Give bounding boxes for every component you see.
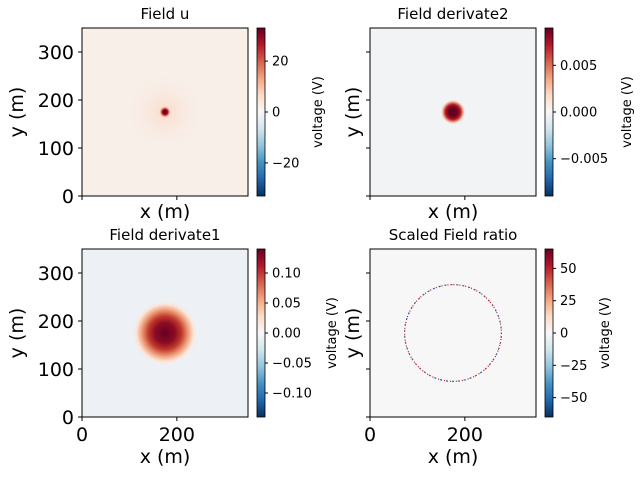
colorbar-tick-label: −0.05 [272, 357, 312, 372]
y-axis-label: y (m) [6, 308, 28, 359]
x-tick-label: 200 [447, 424, 483, 446]
axes-frame [81, 248, 249, 418]
ratio-ring-red [404, 284, 502, 382]
colorbar-tick-label: 20 [272, 55, 289, 70]
y-tick-label: 300 [38, 42, 74, 64]
x-axis-label: x (m) [428, 446, 479, 468]
colorbar-tick-label: −25 [560, 359, 587, 374]
x-axis-label: x (m) [140, 201, 191, 223]
x-tick-label: 0 [364, 424, 376, 446]
y-tick-label: 200 [38, 90, 74, 112]
colorbar-tick-label: 50 [560, 262, 577, 277]
axes-frame [81, 27, 249, 197]
y-tick-label: 0 [62, 407, 74, 429]
colorbar-tick-label: −0.10 [272, 387, 312, 402]
subplot-title: Field derivate1 [109, 226, 220, 244]
heatmap-peak [440, 99, 466, 125]
colorbar-label: voltage (V) [311, 76, 326, 148]
colorbar-label: voltage (V) [620, 76, 635, 148]
axes-frame [369, 27, 537, 197]
colorbar [257, 249, 265, 417]
x-tick-label: 200 [159, 424, 195, 446]
colorbar-tick-label: 0.00 [272, 327, 301, 342]
colorbar-tick-label: 25 [560, 294, 577, 309]
colorbar [545, 28, 553, 196]
x-tick-label: 0 [76, 424, 88, 446]
colorbar-tick-label: 0.005 [560, 59, 597, 74]
heatmap-field [370, 249, 536, 417]
y-tick-label: 100 [38, 359, 74, 381]
colorbar [545, 249, 553, 417]
colorbar-label: voltage (V) [325, 297, 340, 369]
y-axis-label: y (m) [342, 308, 364, 359]
colorbar-label: voltage (V) [598, 297, 613, 369]
y-axis-label: y (m) [6, 87, 28, 138]
x-axis-label: x (m) [428, 201, 479, 223]
colorbar-tick-label: 0 [560, 327, 568, 342]
heatmap-peak [158, 105, 172, 119]
y-tick-label: 100 [38, 138, 74, 160]
subplot-title: Field derivate2 [397, 5, 508, 23]
colorbar-tick-label: −50 [560, 391, 587, 406]
x-axis-label: x (m) [140, 446, 191, 468]
y-axis-label: y (m) [342, 87, 364, 138]
colorbar-tick-label: 0.10 [272, 267, 301, 282]
subplot-title: Field u [141, 5, 190, 23]
colorbar-tick-label: −20 [272, 156, 299, 171]
y-tick-label: 300 [38, 263, 74, 285]
heatmap-peak [131, 299, 199, 367]
y-tick-label: 200 [38, 311, 74, 333]
y-tick-label: 0 [62, 186, 74, 208]
axes-frame [369, 248, 537, 418]
colorbar-tick-label: 0 [272, 106, 280, 121]
colorbar-tick-label: 0.05 [272, 297, 301, 312]
colorbar [257, 28, 265, 196]
colorbar-tick-label: −0.005 [560, 152, 608, 167]
colorbar-tick-label: 0.000 [560, 106, 597, 121]
subplot-title: Scaled Field ratio [389, 226, 518, 244]
subplot-2: Field derivate2 x (m) y (m) 0.005 0.000 −0.00… [342, 5, 635, 223]
